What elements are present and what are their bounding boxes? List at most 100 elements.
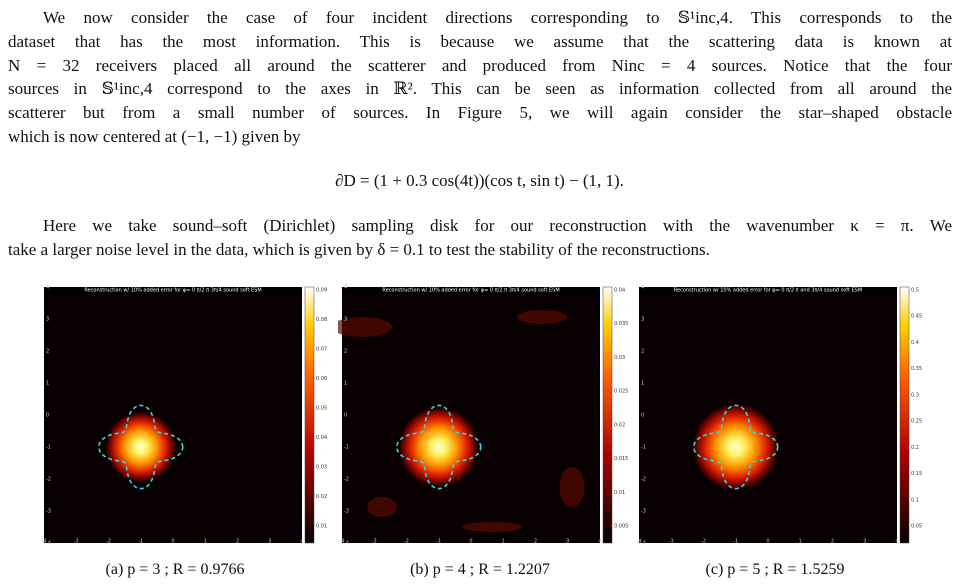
colorbar-tick-label: 0.4 bbox=[911, 340, 919, 346]
y-tick-label: -4 bbox=[46, 541, 51, 547]
figure: Reconstruction w/ 10% added error for φ=… bbox=[637, 285, 923, 547]
y-tick-label: 3 bbox=[344, 317, 347, 323]
colorbar-tick-label: 0.01 bbox=[614, 490, 625, 496]
colorbar-tick-label: 0.3 bbox=[911, 392, 919, 398]
paragraph: We now consider the case of four inciden… bbox=[8, 6, 952, 149]
y-tick-label: 4 bbox=[46, 285, 49, 291]
colorbar-tick-label: 0.035 bbox=[614, 321, 628, 327]
colorbar-tick-label: 0.09 bbox=[316, 288, 327, 294]
y-tick-label: 2 bbox=[641, 349, 644, 355]
x-tick-label: -2 bbox=[701, 539, 706, 545]
y-tick-label: 1 bbox=[641, 381, 644, 387]
y-tick-label: -1 bbox=[344, 445, 349, 451]
heat-blob bbox=[105, 411, 177, 483]
plot-title: Reconstruction w/ 10% added error for φ=… bbox=[382, 288, 559, 294]
text-line: dataset that has the most information. T… bbox=[8, 31, 952, 51]
colorbar-tick-label: 0.07 bbox=[316, 347, 327, 353]
y-tick-label: 2 bbox=[344, 349, 347, 355]
caption: (b) p = 4 ; R = 1.2207 bbox=[410, 561, 550, 578]
x-tick-label: -4 bbox=[340, 539, 345, 545]
colorbar-tick-label: 0.05 bbox=[316, 406, 327, 412]
title-strip bbox=[639, 287, 897, 293]
x-tick-label: -3 bbox=[669, 539, 674, 545]
y-tick-label: 3 bbox=[46, 317, 49, 323]
x-tick-label: -3 bbox=[74, 539, 79, 545]
text-line: sources in 𝕊¹inc,4 correspond to the axe… bbox=[8, 79, 952, 99]
noise bbox=[338, 317, 392, 337]
x-tick-label: -1 bbox=[138, 539, 143, 545]
noise bbox=[462, 522, 522, 532]
heat-blob bbox=[692, 403, 780, 491]
equation: ∂D = (1 + 0.3 cos(4t))(cos t, sin t) − (… bbox=[335, 171, 624, 190]
colorbar bbox=[899, 286, 910, 544]
colorbar-tick-label: 0.02 bbox=[316, 494, 327, 500]
x-tick-label: 1 bbox=[799, 539, 802, 545]
colorbar-tick-label: 0.5 bbox=[911, 288, 919, 294]
x-tick-label: 3 bbox=[268, 539, 271, 545]
plot-background bbox=[44, 287, 302, 543]
x-tick-label: -2 bbox=[404, 539, 409, 545]
colorbar-tick-label: 0.02 bbox=[614, 422, 625, 428]
plot-title: Reconstruction w/ 10% added error for φ=… bbox=[84, 288, 261, 294]
plot-background bbox=[639, 287, 897, 543]
text-line: N = 32 receivers placed all around the s… bbox=[8, 55, 952, 75]
paragraph: Here we take sound–soft (Dirichlet) samp… bbox=[8, 214, 952, 262]
figure: Reconstruction w/ 10% added error for φ=… bbox=[338, 285, 628, 547]
noise bbox=[517, 310, 567, 324]
colorbar-tick-label: 0.005 bbox=[614, 524, 628, 530]
caption: (c) p = 5 ; R = 1.5259 bbox=[705, 561, 845, 578]
figure: Reconstruction w/ 10% added error for φ=… bbox=[42, 285, 328, 547]
y-tick-label: 0 bbox=[344, 413, 347, 419]
x-tick-label: 2 bbox=[534, 539, 537, 545]
x-tick-label: -2 bbox=[106, 539, 111, 545]
y-tick-label: 0 bbox=[641, 413, 644, 419]
text-line: We now consider the case of four inciden… bbox=[43, 8, 952, 27]
x-tick-label: 1 bbox=[204, 539, 207, 545]
text-line: take a larger noise level in the data, w… bbox=[8, 239, 710, 259]
y-tick-label: 3 bbox=[641, 317, 644, 323]
y-tick-label: 0 bbox=[46, 413, 49, 419]
x-tick-label: 3 bbox=[863, 539, 866, 545]
colorbar-tick-label: 0.015 bbox=[614, 456, 628, 462]
x-tick-label: 0 bbox=[171, 539, 174, 545]
y-tick-label: -2 bbox=[344, 477, 349, 483]
text-line: Here we take sound–soft (Dirichlet) samp… bbox=[43, 216, 952, 235]
x-tick-label: 4 bbox=[598, 539, 601, 545]
colorbar bbox=[304, 286, 315, 544]
title-strip bbox=[44, 287, 302, 293]
y-tick-label: 2 bbox=[46, 349, 49, 355]
y-tick-label: -4 bbox=[344, 541, 349, 547]
y-tick-label: 4 bbox=[344, 285, 347, 291]
y-tick-label: 1 bbox=[46, 381, 49, 387]
y-tick-label: -1 bbox=[46, 445, 51, 451]
x-tick-label: -4 bbox=[637, 539, 642, 545]
x-tick-label: 2 bbox=[831, 539, 834, 545]
colorbar-tick-label: 0.06 bbox=[316, 376, 327, 382]
y-tick-label: -2 bbox=[641, 477, 646, 483]
y-tick-label: 1 bbox=[344, 381, 347, 387]
text-line: which is now centered at (−1, −1) given … bbox=[8, 126, 301, 146]
colorbar-tick-label: 0.45 bbox=[911, 314, 922, 320]
x-tick-label: 4 bbox=[300, 539, 303, 545]
y-tick-label: 4 bbox=[641, 285, 644, 291]
y-tick-label: -3 bbox=[46, 509, 51, 515]
y-tick-label: -3 bbox=[344, 509, 349, 515]
colorbar-tick-label: 0.03 bbox=[614, 355, 625, 361]
y-tick-label: -3 bbox=[641, 509, 646, 515]
x-tick-label: 2 bbox=[236, 539, 239, 545]
colorbar-tick-label: 0.05 bbox=[911, 524, 922, 530]
x-tick-label: -3 bbox=[372, 539, 377, 545]
x-tick-label: -1 bbox=[733, 539, 738, 545]
plot-title: Reconstruction w/ 10% added error for φ=… bbox=[674, 288, 862, 294]
y-tick-label: -2 bbox=[46, 477, 51, 483]
title-strip bbox=[342, 287, 600, 293]
x-tick-label: -4 bbox=[42, 539, 47, 545]
colorbar-tick-label: 0.01 bbox=[316, 524, 327, 530]
colorbar-tick-label: 0.2 bbox=[911, 445, 919, 451]
colorbar-tick-label: 0.03 bbox=[316, 465, 327, 471]
x-tick-label: 0 bbox=[469, 539, 472, 545]
colorbar-tick-label: 0.025 bbox=[614, 389, 628, 395]
caption: (a) p = 3 ; R = 0.9766 bbox=[105, 561, 245, 578]
y-tick-label: -1 bbox=[641, 445, 646, 451]
